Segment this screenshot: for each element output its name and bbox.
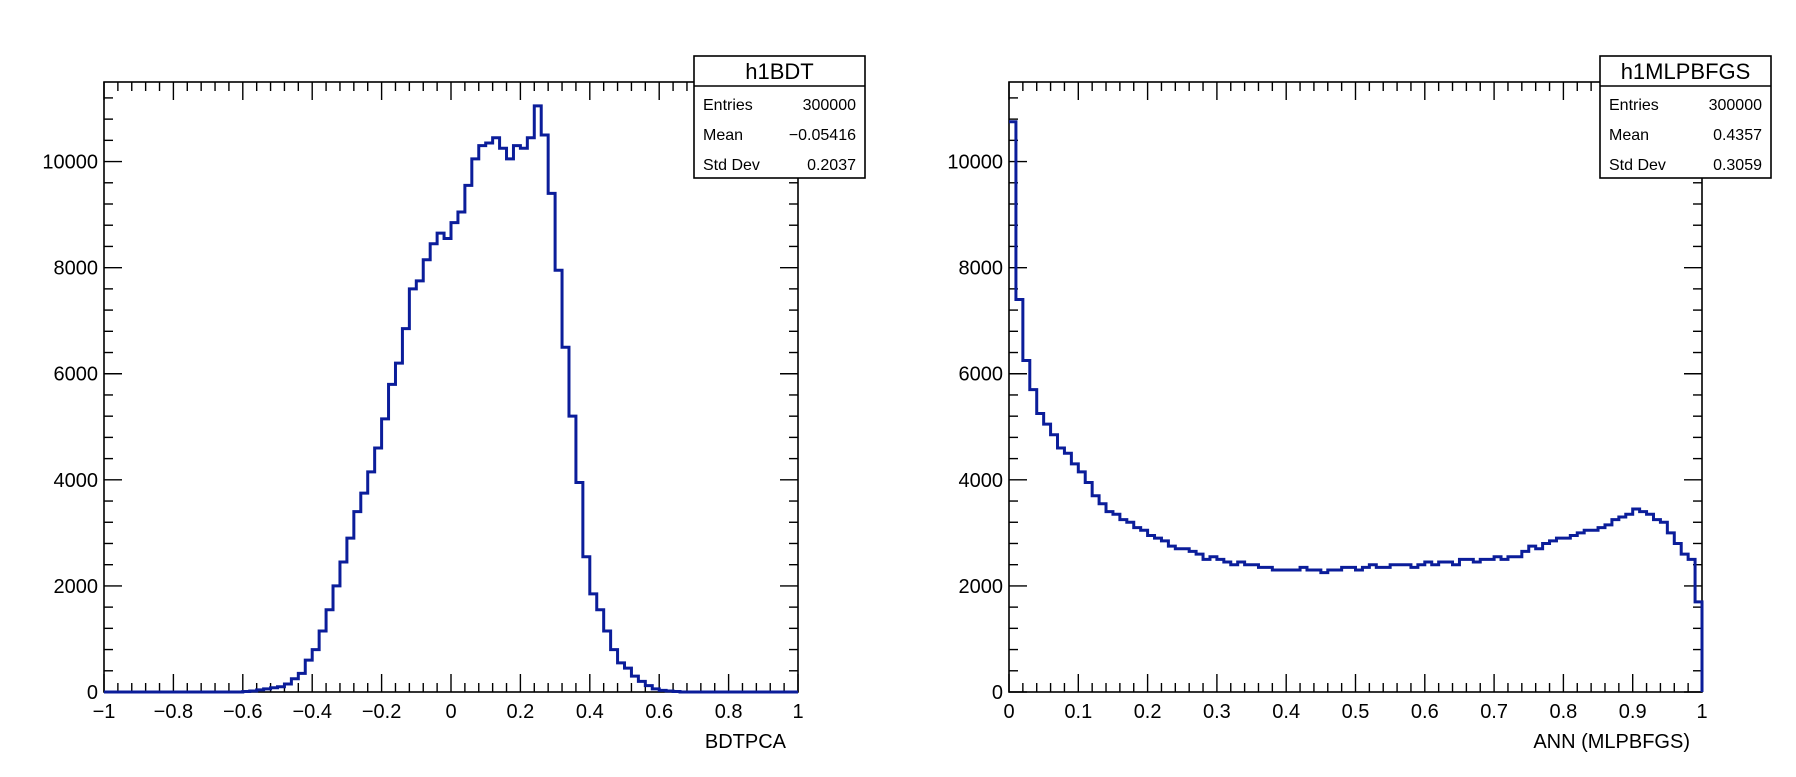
x-axis-label: ANN (MLPBFGS) [1533, 731, 1690, 753]
stats-row-label: Std Dev [1609, 157, 1666, 174]
stats-row-value: 0.4357 [1713, 127, 1762, 144]
x-tick-label: 0.4 [576, 701, 604, 723]
stats-row-label: Entries [1609, 97, 1659, 114]
y-tick-label: 4000 [959, 470, 1004, 492]
y-tick-label: 8000 [959, 258, 1004, 280]
x-axis-label: BDTPCA [705, 731, 787, 753]
y-tick-label: 0 [87, 682, 98, 704]
plot-2: 0 0.1 0.2 0.3 0.4 0.5 0.6 0.7 0.8 0.9 1 0 2000 4000 60… [947, 55, 1772, 753]
x-tick-label: 0 [445, 701, 456, 723]
stats-row-value: 0.3059 [1713, 157, 1762, 174]
x-tick-label: 0.7 [1480, 701, 1508, 723]
x-tick-label: 0.6 [645, 701, 673, 723]
plot-frame [1008, 81, 1703, 693]
x-tick-label: 0.2 [506, 701, 534, 723]
y-tick-label: 6000 [54, 364, 99, 386]
x-tick-label: 0.3 [1203, 701, 1231, 723]
x-tick-label: 1 [792, 701, 803, 723]
y-tick-label: 10000 [947, 152, 1003, 174]
y-tick-label: 6000 [959, 364, 1004, 386]
y-tick-label: 2000 [959, 576, 1004, 598]
stats-row-label: Mean [1609, 127, 1649, 144]
stats-box-frame [1599, 55, 1772, 179]
stats-row-value: 0.2037 [807, 157, 856, 174]
stats-row-value: −0.05416 [789, 127, 856, 144]
y-tick-label: 0 [992, 682, 1003, 704]
x-tick-label: −0.4 [292, 701, 331, 723]
stats-row-label: Mean [703, 127, 743, 144]
stats-row-value: 300000 [1709, 97, 1762, 114]
histogram-line [1009, 120, 1704, 692]
stats-row-label: Entries [703, 97, 753, 114]
x-tick-label: −0.8 [154, 701, 193, 723]
stats-title: h1BDT [745, 59, 813, 84]
stats-box: h1MLPBFGS Entries 300000 Mean 0.4357 Std Dev 0… [1599, 55, 1772, 179]
stats-row-value: 300000 [803, 97, 856, 114]
x-tick-label: 0.8 [715, 701, 743, 723]
stats-row-label: Std Dev [703, 157, 760, 174]
x-tick-label: 0 [1003, 701, 1014, 723]
stats-title: h1MLPBFGS [1621, 59, 1751, 84]
x-tick-label: −1 [93, 701, 116, 723]
y-tick-label: 8000 [54, 258, 99, 280]
x-tick-label: 0.8 [1549, 701, 1577, 723]
y-tick-label: 10000 [42, 152, 98, 174]
x-tick-label: 0.1 [1064, 701, 1092, 723]
plot-1: −1 −0.8 −0.6 −0.4 −0.2 0 0.2 0.4 0.6 0.8 1 0 2000 400… [42, 55, 866, 753]
x-tick-label: 0.5 [1342, 701, 1370, 723]
y-tick-label: 2000 [54, 576, 99, 598]
x-tick-label: −0.6 [223, 701, 262, 723]
x-tick-label: 0.2 [1134, 701, 1162, 723]
histogram-line [104, 104, 798, 694]
stats-box-frame [693, 55, 866, 179]
x-tick-label: 0.9 [1619, 701, 1647, 723]
x-tick-label: 1 [1696, 701, 1707, 723]
y-tick-label: 4000 [54, 470, 99, 492]
x-tick-label: 0.4 [1272, 701, 1300, 723]
x-tick-label: −0.2 [362, 701, 401, 723]
x-tick-label: 0.6 [1411, 701, 1439, 723]
stats-box: h1BDT Entries 300000 Mean −0.05416 Std Dev 0.2… [693, 55, 866, 179]
